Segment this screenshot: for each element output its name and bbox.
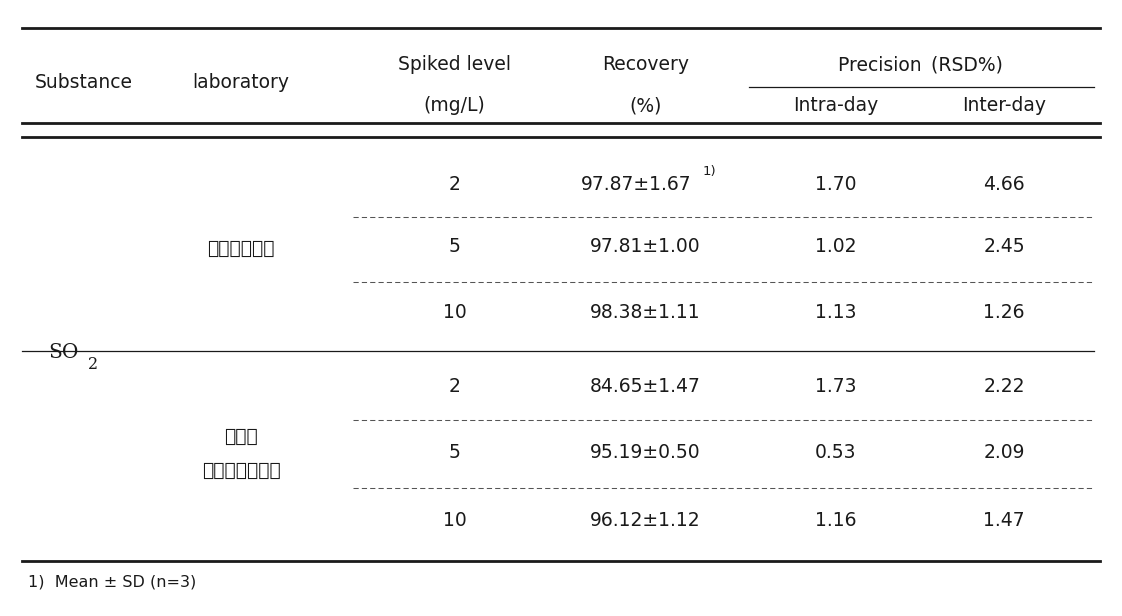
Text: 10: 10 xyxy=(442,511,467,530)
Text: 경인청: 경인청 xyxy=(224,427,258,445)
Text: 1.47: 1.47 xyxy=(983,511,1026,530)
Text: 1.13: 1.13 xyxy=(816,303,856,322)
Text: Inter-day: Inter-day xyxy=(963,97,1046,115)
Text: 10: 10 xyxy=(442,303,467,322)
Text: 수입식품분석과: 수입식품분석과 xyxy=(202,461,280,480)
Text: Substance: Substance xyxy=(35,73,134,92)
Text: 96.12±1.12: 96.12±1.12 xyxy=(590,511,700,530)
Text: (%): (%) xyxy=(629,97,661,115)
Text: 0.53: 0.53 xyxy=(816,444,856,462)
Text: 2.22: 2.22 xyxy=(984,377,1024,395)
Text: 1): 1) xyxy=(702,164,716,178)
Text: 1.70: 1.70 xyxy=(816,176,856,194)
Text: 4.66: 4.66 xyxy=(983,176,1026,194)
Text: 1)  Mean ± SD (n=3): 1) Mean ± SD (n=3) xyxy=(28,575,196,590)
Text: 첨가물포장과: 첨가물포장과 xyxy=(208,239,275,258)
Text: (mg/L): (mg/L) xyxy=(423,97,486,115)
Text: SO: SO xyxy=(48,343,79,362)
Text: 1.73: 1.73 xyxy=(816,377,856,395)
Text: 1.02: 1.02 xyxy=(816,237,856,256)
Text: Spiked level: Spiked level xyxy=(398,55,511,74)
Text: 98.38±1.11: 98.38±1.11 xyxy=(590,303,700,322)
Text: 95.19±0.50: 95.19±0.50 xyxy=(590,444,700,462)
Text: 2.09: 2.09 xyxy=(984,444,1024,462)
Text: 1.16: 1.16 xyxy=(816,511,856,530)
Text: Precision (RSD%): Precision (RSD%) xyxy=(838,55,1002,74)
Text: 97.87±1.67: 97.87±1.67 xyxy=(581,176,691,194)
Text: 2.45: 2.45 xyxy=(983,237,1026,256)
Text: 5: 5 xyxy=(449,237,460,256)
Text: 97.81±1.00: 97.81±1.00 xyxy=(590,237,700,256)
Text: 2: 2 xyxy=(449,377,460,395)
Text: 5: 5 xyxy=(449,444,460,462)
Text: 2: 2 xyxy=(449,176,460,194)
Text: 84.65±1.47: 84.65±1.47 xyxy=(590,377,700,395)
Text: Recovery: Recovery xyxy=(601,55,689,74)
Text: 1.26: 1.26 xyxy=(984,303,1024,322)
Text: laboratory: laboratory xyxy=(193,73,289,92)
Text: Intra-day: Intra-day xyxy=(793,97,879,115)
Text: 2: 2 xyxy=(88,357,99,373)
